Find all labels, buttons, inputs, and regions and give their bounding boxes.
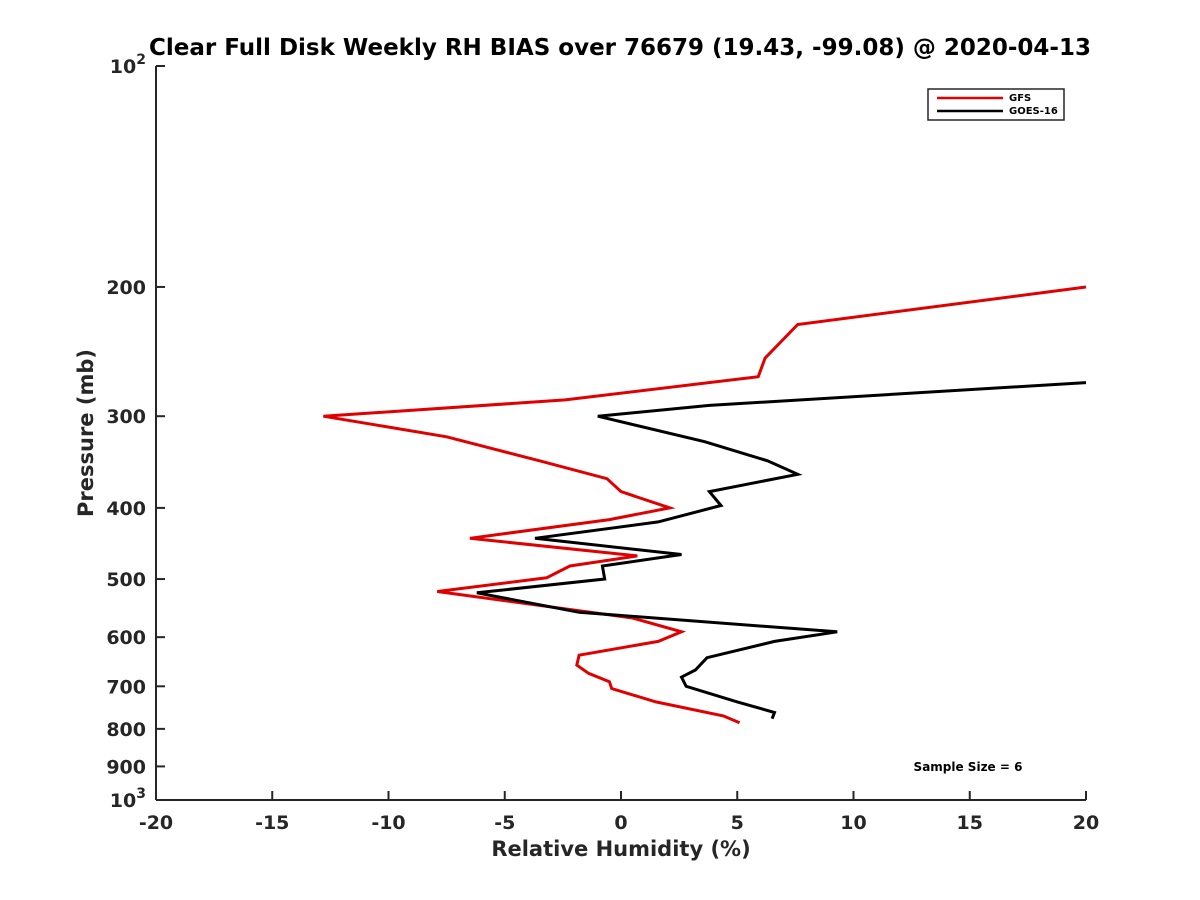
x-tick-label: 20 — [1073, 812, 1099, 834]
y-tick-label: 800 — [106, 719, 146, 741]
legend-box — [927, 88, 1065, 121]
x-tick-label: 0 — [614, 812, 627, 834]
y-tick-label: 500 — [106, 569, 146, 591]
x-tick-label: -15 — [255, 812, 289, 834]
plot-area: -20 -15 -10 -5 0 5 10 15 20 10220030040050060070… — [106, 52, 1099, 834]
y-tick-label: 200 — [106, 277, 146, 299]
x-tick-label: -10 — [371, 812, 405, 834]
x-tick-label: 15 — [957, 812, 983, 834]
y-tick-label-exponent: 3 — [136, 786, 146, 802]
legend: GFS GOES-16 — [927, 88, 1065, 121]
y-tick-label: 700 — [106, 676, 146, 698]
x-tick-label: 10 — [840, 812, 866, 834]
x-tick-label: -5 — [494, 812, 515, 834]
y-tick-label: 900 — [106, 756, 146, 778]
x-axis-ticks: -20 -15 -10 -5 0 5 10 15 20 — [139, 791, 1099, 834]
x-axis-label: Relative Humidity (%) — [491, 837, 750, 861]
x-tick-label: 5 — [731, 812, 744, 834]
legend-label-goes16: GOES-16 — [1009, 106, 1058, 117]
y-tick-label-base: 10 — [110, 56, 136, 78]
y-tick-label: 400 — [106, 498, 146, 520]
y-tick-label: 103 — [110, 786, 146, 812]
y-tick-label: 102 — [110, 52, 146, 78]
y-tick-label: 600 — [106, 627, 146, 649]
chart-title: Clear Full Disk Weekly RH BIAS over 7667… — [149, 35, 1091, 61]
series-line-gfs — [323, 285, 1087, 725]
series-lines — [323, 285, 1087, 725]
x-tick-label: -20 — [139, 812, 173, 834]
legend-label-gfs: GFS — [1009, 93, 1031, 104]
y-tick-label-exponent: 2 — [136, 52, 146, 68]
y-axis-label: Pressure (mb) — [74, 349, 98, 517]
y-tick-label-base: 10 — [110, 790, 136, 812]
sample-size-annotation: Sample Size = 6 — [914, 760, 1023, 774]
series-line-goes16 — [476, 381, 1087, 720]
y-tick-label: 300 — [106, 406, 146, 428]
